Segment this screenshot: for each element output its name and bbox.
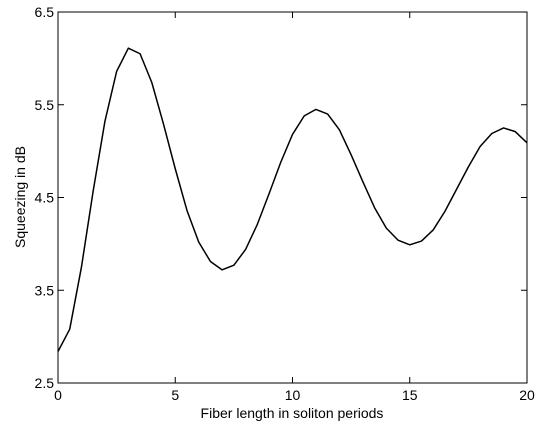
x-tick-label: 5 xyxy=(171,387,179,403)
plot-area xyxy=(57,11,528,384)
x-tick-label: 15 xyxy=(402,387,418,403)
x-axis-label: Fiber length in soliton periods xyxy=(201,405,384,421)
tick-labels: 0 5 10 15 20 2.5 3.5 4.5 5.5 6.5 xyxy=(35,4,535,403)
y-tick-label: 6.5 xyxy=(35,4,55,20)
axis-ticks xyxy=(57,11,528,384)
y-tick-label: 5.5 xyxy=(35,97,55,113)
y-tick-label: 2.5 xyxy=(35,375,55,391)
x-tick-label: 20 xyxy=(519,387,535,403)
x-tick-label: 10 xyxy=(285,387,301,403)
squeezing-series-line xyxy=(57,47,528,352)
y-axis-label: Squeezing in dB xyxy=(12,146,28,248)
y-tick-label: 4.5 xyxy=(35,190,55,206)
x-tick-label: 0 xyxy=(54,387,62,403)
y-tick-label: 3.5 xyxy=(35,282,55,298)
